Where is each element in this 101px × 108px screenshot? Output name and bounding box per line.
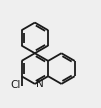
Text: N: N xyxy=(36,79,44,89)
Text: Cl: Cl xyxy=(10,80,21,90)
